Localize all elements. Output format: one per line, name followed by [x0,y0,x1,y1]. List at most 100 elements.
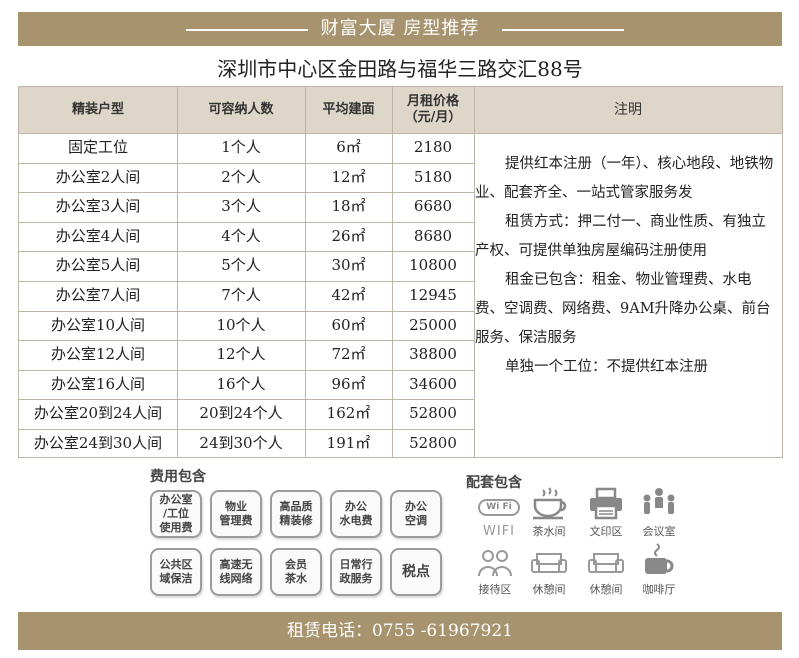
row-divider [19,192,474,194]
cell-type: 办公室2人间 [55,167,141,186]
cell-type: 办公室5人间 [55,256,141,275]
table-row: 办公室4人间 4个人 26㎡ 8680 [19,222,474,252]
cell-type: 办公室16人间 [50,374,146,393]
fees-title: 费用包含 [150,469,206,485]
cell-area: 162㎡ [326,404,371,423]
fee-text: 精装修 [279,514,313,527]
col-divider [474,87,475,457]
facility-label: 会议室 [642,525,676,538]
fee-text: 使用费 [159,521,193,534]
cell-price: 8680 [413,226,453,245]
fee-item: 高品质 精装修 [270,490,322,538]
fee-text: 空调 [405,514,427,527]
table-row: 办公室12人间 12个人 72㎡ 38800 [19,340,474,370]
cell-area: 42㎡ [331,286,366,304]
facility-label: WIFI [483,524,515,539]
cell-price: 6680 [413,197,453,216]
cell-type: 办公室7人间 [55,286,141,304]
col-divider [177,87,178,457]
facility-label: 茶水间 [532,525,566,538]
cell-capacity: 16个人 [216,374,266,393]
top-banner: 财富大厦 房型推荐 [18,12,782,46]
header-capacity: 可容纳人数 [208,102,274,117]
cell-capacity: 1个人 [221,138,261,156]
cell-price: 5180 [413,167,453,186]
address-text: 深圳市中心区金田路与福华三路交汇88号 [217,57,583,81]
cell-area: 6㎡ [336,138,361,156]
header-note: 注明 [614,102,642,118]
fee-text: 办公室 [159,493,193,506]
coffee-cup-icon [645,543,674,574]
cell-area: 18㎡ [331,197,366,216]
facility-lounge-1: 休憩间 [518,548,580,597]
fee-item: 办公 空调 [390,490,442,538]
notes-block: 提供红本注册（一年）、核心地段、地铁物业、配套齐全、一站式管家服务发 租赁方式：… [475,150,775,382]
cell-type: 办公室12人间 [50,345,146,364]
facility-label: 咖啡厅 [642,583,676,596]
fee-text: 域保洁 [159,572,193,585]
fee-item: 会员 茶水 [270,548,322,596]
cell-type: 办公室24到30人间 [33,434,163,452]
table-row: 办公室5人间 5个人 30㎡ 10800 [19,251,474,281]
fee-text: 物业 [225,500,247,513]
facility-meeting: 会议室 [628,486,690,539]
fee-item: 日常行 政服务 [330,548,382,596]
facility-lounge-2: 休憩间 [575,548,637,597]
facility-label: 休憩间 [589,583,623,596]
fee-text: 高品质 [279,500,313,513]
cell-price: 52800 [409,404,457,423]
table-row: 办公室2人间 2个人 12㎡ 5180 [19,163,474,193]
banner-title: 财富大厦 房型推荐 [320,18,480,39]
table-row: 办公室3人间 3个人 18㎡ 6680 [19,192,474,222]
cell-type: 办公室20到24人间 [33,404,163,423]
cell-area: 60㎡ [331,315,366,334]
fee-item: 高速无 线网络 [210,548,262,596]
cell-capacity: 5个人 [221,256,261,275]
cell-capacity: 12个人 [216,345,266,364]
cell-price: 2180 [413,138,453,156]
table-row: 办公室20到24人间 20到24个人 162㎡ 52800 [19,399,474,429]
table-row: 办公室7人间 7个人 42㎡ 12945 [19,281,474,311]
cell-price: 12945 [409,286,457,304]
facility-wifi: Wi Fi WIFI [468,494,530,539]
table-header: 精装户型 可容纳人数 平均建面 月租价格 （元/月） 注明 [19,87,782,133]
header-price-line1: 月租价格 [406,94,459,109]
cell-type: 办公室3人间 [55,197,141,216]
col-divider [305,87,306,457]
note-paragraph: 租金已包含：租金、物业管理费、水电费、空调费、网络费、9AM升降办公桌、前台服务… [475,272,771,346]
row-divider [19,221,474,223]
facility-print: 文印区 [575,486,637,539]
sofa-icon [531,553,567,573]
header-price: 月租价格 （元/月） [392,87,474,133]
fee-text: 税点 [402,564,430,580]
room-type-table: 精装户型 可容纳人数 平均建面 月租价格 （元/月） 注明 固定工位 1个人 6… [18,86,783,458]
note-paragraph: 租赁方式：押二付一、商业性质、有独立产权、可提供单独房屋编码注册使用 [475,214,766,259]
row-divider [19,429,474,430]
fee-text: 公共区 [159,558,193,571]
fee-item: 公共区 域保洁 [150,548,202,596]
cell-area: 191㎡ [326,434,371,452]
note-paragraph: 单独一个工位：不提供红本注册 [505,359,708,375]
header-price-line2: （元/月） [404,110,462,125]
cell-capacity: 2个人 [221,167,261,186]
banner-left-rule [186,29,308,31]
facility-label: 休憩间 [532,583,566,596]
fee-text: 办公 [405,500,427,513]
footer-phone: 租赁电话：0755 -61967921 [18,612,782,650]
header-type: 精装户型 [71,102,124,117]
table-row: 办公室24到30人间 24到30个人 191㎡ 52800 [19,429,474,459]
fee-text: /工位 [162,507,190,520]
fee-item: 办公室/工位 使用费 [150,490,202,538]
table-row: 固定工位 1个人 6㎡ 2180 [19,133,474,163]
row-divider [19,340,474,342]
cell-capacity: 20到24个人 [199,404,283,423]
cell-price: 38800 [409,345,457,364]
fee-text: 水电费 [339,514,373,527]
cell-capacity: 4个人 [221,226,261,245]
meeting-room-icon [643,488,675,514]
cell-area: 30㎡ [331,256,366,275]
fee-text: 高速无 [219,558,253,571]
header-area: 平均建面 [322,102,375,117]
facility-label: 文印区 [589,525,623,538]
cell-price: 25000 [409,315,457,334]
